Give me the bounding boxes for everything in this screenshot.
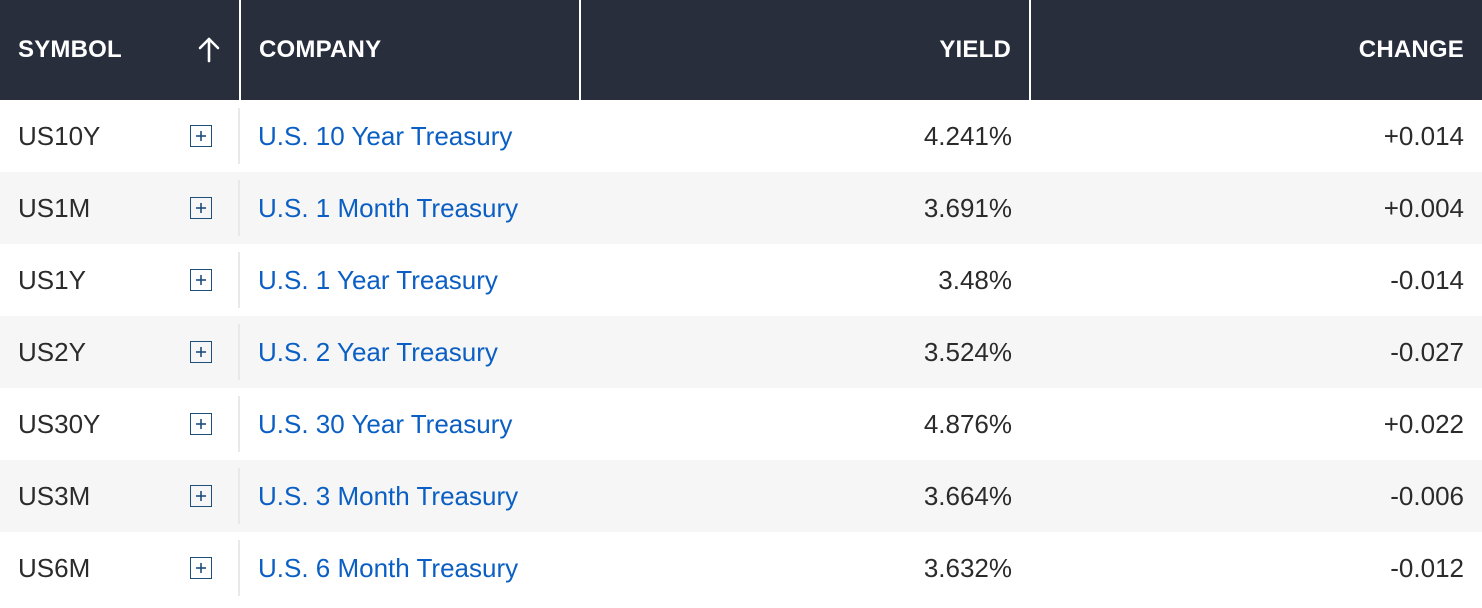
column-header-symbol-label: SYMBOL — [18, 36, 122, 63]
yield-cell: 3.632% — [923, 552, 1012, 583]
add-to-watchlist-button[interactable] — [190, 125, 212, 147]
symbol-text: US6M — [18, 552, 91, 583]
column-header-company-label: COMPANY — [259, 36, 382, 63]
change-cell: +0.022 — [1383, 408, 1464, 439]
company-cell: U.S. 30 Year Treasury — [240, 388, 580, 460]
yield-cell: 4.876% — [923, 408, 1012, 439]
table-row: US3M U.S. 3 Month Treasury 3.664% -0.006 — [0, 460, 1482, 532]
company-cell: U.S. 1 Year Treasury — [240, 244, 580, 316]
column-header-company[interactable]: COMPANY — [240, 0, 581, 100]
symbol-text: US30Y — [18, 408, 101, 439]
company-cell: U.S. 2 Year Treasury — [240, 316, 580, 388]
symbol-text: US3M — [18, 480, 91, 511]
add-to-watchlist-button[interactable] — [190, 341, 212, 363]
plus-icon — [196, 203, 206, 213]
add-to-watchlist-button[interactable] — [190, 485, 212, 507]
company-link[interactable]: U.S. 2 Year Treasury — [258, 336, 498, 367]
add-to-watchlist-button[interactable] — [190, 413, 212, 435]
table-header: SYMBOL COMPANY YIELD CHANGE — [0, 0, 1482, 100]
symbol-text: US1M — [18, 192, 91, 223]
plus-icon — [196, 347, 206, 357]
arrow-up-icon[interactable] — [197, 36, 221, 64]
table-body: US10Y U.S. 10 Year Treasury 4.241% +0.01… — [0, 100, 1482, 604]
symbol-cell: US2Y — [0, 316, 240, 388]
change-cell: +0.014 — [1383, 120, 1464, 151]
add-to-watchlist-button[interactable] — [190, 269, 212, 291]
symbol-cell: US30Y — [0, 388, 240, 460]
symbol-text: US2Y — [18, 336, 86, 367]
column-header-change-label: CHANGE — [1358, 36, 1464, 63]
symbol-cell: US10Y — [0, 100, 240, 172]
symbol-text: US1Y — [18, 264, 86, 295]
plus-icon — [196, 275, 206, 285]
table-row: US2Y U.S. 2 Year Treasury 3.524% -0.027 — [0, 316, 1482, 388]
company-link[interactable]: U.S. 1 Year Treasury — [258, 264, 498, 295]
company-cell: U.S. 10 Year Treasury — [240, 100, 580, 172]
company-link[interactable]: U.S. 3 Month Treasury — [258, 480, 519, 511]
symbol-cell: US1Y — [0, 244, 240, 316]
table-row: US10Y U.S. 10 Year Treasury 4.241% +0.01… — [0, 100, 1482, 172]
column-header-change[interactable]: CHANGE — [1030, 0, 1482, 100]
plus-icon — [196, 131, 206, 141]
table-row: US6M U.S. 6 Month Treasury 3.632% -0.012 — [0, 532, 1482, 604]
change-cell: -0.014 — [1390, 264, 1464, 295]
change-cell: +0.004 — [1030, 172, 1482, 244]
symbol-cell: US3M — [0, 460, 240, 532]
symbol-text: US10Y — [18, 120, 101, 151]
table-row: US1M U.S. 1 Month Treasury 3.691% +0.004 — [0, 172, 1482, 244]
add-to-watchlist-button[interactable] — [190, 197, 212, 219]
header-row: SYMBOL COMPANY YIELD CHANGE — [0, 0, 1482, 100]
company-link[interactable]: U.S. 10 Year Treasury — [258, 120, 513, 151]
company-link[interactable]: U.S. 30 Year Treasury — [258, 408, 513, 439]
add-to-watchlist-button[interactable] — [190, 557, 212, 579]
yield-cell: 3.48% — [938, 264, 1012, 295]
plus-icon — [196, 491, 206, 501]
column-header-symbol[interactable]: SYMBOL — [0, 0, 241, 100]
change-cell: -0.012 — [1390, 552, 1464, 583]
table-row: US30Y U.S. 30 Year Treasury 4.876% +0.02… — [0, 388, 1482, 460]
company-link[interactable]: U.S. 6 Month Treasury — [258, 552, 519, 583]
yield-cell: 3.524% — [580, 316, 1030, 388]
change-cell: -0.006 — [1030, 460, 1482, 532]
plus-icon — [196, 419, 206, 429]
plus-icon — [196, 563, 206, 573]
company-link[interactable]: U.S. 1 Month Treasury — [258, 192, 519, 223]
yield-cell: 3.691% — [580, 172, 1030, 244]
column-header-yield[interactable]: YIELD — [580, 0, 1031, 100]
company-cell: U.S. 1 Month Treasury — [240, 172, 580, 244]
yield-cell: 4.241% — [923, 120, 1012, 151]
symbol-cell: US1M — [0, 172, 240, 244]
symbol-cell: US6M — [0, 532, 240, 604]
table-row: US1Y U.S. 1 Year Treasury 3.48% -0.014 — [0, 244, 1482, 316]
company-cell: U.S. 3 Month Treasury — [240, 460, 580, 532]
column-header-yield-label: YIELD — [939, 36, 1011, 63]
company-cell: U.S. 6 Month Treasury — [240, 532, 580, 604]
yield-cell: 3.664% — [580, 460, 1030, 532]
change-cell: -0.027 — [1030, 316, 1482, 388]
